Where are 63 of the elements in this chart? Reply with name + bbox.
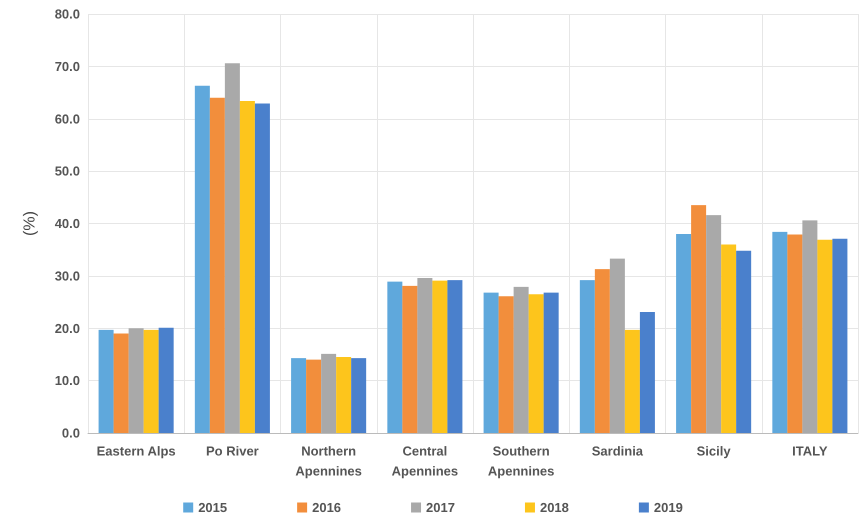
y-tick-label: 80.0 [54,6,80,22]
bar [254,104,270,433]
x-tick-label: ITALY [792,444,828,458]
bar [528,294,544,433]
bar [114,333,129,433]
bar [128,328,144,433]
bar [610,258,625,433]
bar [640,312,655,433]
x-tick-label: Northern Apennines [295,444,362,478]
bar [832,238,848,433]
bar [498,296,514,433]
bar [144,330,159,433]
bar [417,278,432,433]
bar [336,357,352,433]
y-axis-title: (%) [22,211,38,236]
bar [580,280,595,433]
y-tick-label: 70.0 [54,58,80,74]
bar [802,220,818,433]
y-tick-label: 30.0 [54,268,80,284]
legend-label: 2017 [426,500,455,515]
bar [158,328,174,433]
y-tick-label: 20.0 [54,320,80,336]
bar [240,100,255,433]
y-tick-label: 40.0 [54,216,80,231]
y-tick-label: 10.0 [54,373,80,388]
bar [514,286,529,433]
bar [676,234,692,433]
y-tick-label: 0.0 [62,426,80,440]
x-tick-label: Sicily [696,444,732,458]
bar [98,330,114,433]
bar [594,269,610,433]
bar [402,286,418,433]
bar [447,280,462,433]
x-tick-label: Southern Apennines [488,444,554,478]
bar [706,215,722,433]
y-tick-label: 50.0 [54,164,80,179]
x-tick-label: Sardinia [592,444,644,458]
bar [306,360,322,433]
bar [691,205,706,433]
legend-label: 2015 [198,500,228,515]
bar [351,358,366,433]
bar [321,354,336,433]
y-tick-label: 60.0 [54,111,80,126]
bar [772,232,788,433]
bar [484,292,499,433]
bar [817,240,832,433]
legend-label: 2019 [654,500,683,515]
x-tick-label: Po River [206,444,259,458]
bar [194,86,210,433]
bar [544,292,559,433]
x-tick-label: Eastern Alps [96,444,176,458]
legend-label: 2018 [540,500,569,515]
bar [736,250,752,433]
bar [387,282,402,433]
bar [432,280,448,433]
bar [721,244,736,433]
bar [224,63,240,433]
bar [787,234,802,433]
bar [624,330,640,433]
bar [210,98,225,433]
legend-label: 2016 [312,500,342,515]
bar [291,358,306,433]
x-tick-label: Central Apennines [392,444,458,478]
